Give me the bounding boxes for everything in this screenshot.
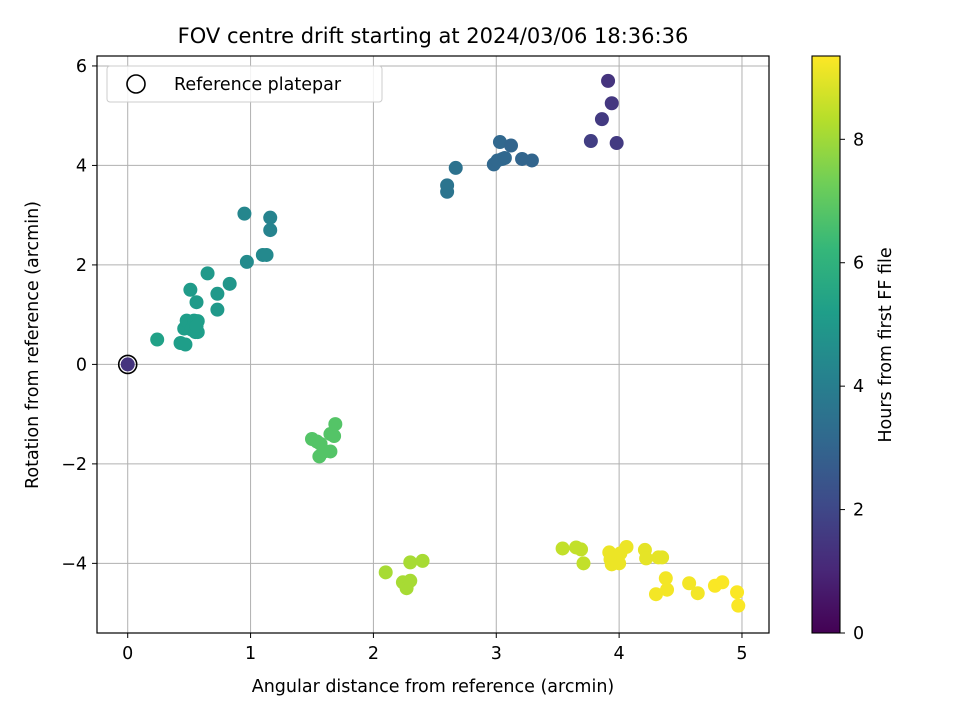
grid-lines [97, 56, 769, 633]
plot-frame [96, 55, 770, 634]
y-tick-label: 6 [76, 57, 87, 77]
data-point [323, 444, 338, 459]
data-point [222, 276, 237, 291]
data-point [327, 429, 342, 444]
data-point [660, 582, 675, 597]
data-point [378, 565, 393, 580]
data-point [178, 337, 193, 352]
data-point [497, 150, 512, 165]
y-axis-ticks: −4 −2 0 2 4 6 [61, 57, 97, 574]
data-point [237, 206, 252, 221]
data-point [263, 210, 278, 225]
data-point [604, 96, 619, 111]
legend-box [106, 65, 383, 103]
data-point [583, 134, 598, 149]
legend-entry-reference-platepar: Reference platepar [174, 75, 342, 95]
y-axis-label: Rotation from reference (arcmin) [23, 201, 43, 489]
y-tick-label: −4 [61, 554, 87, 574]
y-tick-label: 4 [76, 156, 87, 176]
x-tick-label: 3 [491, 644, 502, 664]
y-tick-label: 2 [76, 256, 87, 276]
colorbar-tick-label: 8 [853, 130, 864, 150]
data-point [658, 571, 673, 586]
data-point [648, 587, 663, 602]
data-point [120, 357, 135, 372]
data-point [574, 542, 589, 557]
chart-title: FOV centre drift starting at 2024/03/06 … [178, 24, 689, 48]
y-tick-label: 0 [76, 355, 87, 375]
data-point [210, 286, 225, 301]
data-point [150, 332, 165, 347]
data-point [403, 573, 418, 588]
colorbar-tick-label: 0 [853, 624, 864, 644]
data-point [715, 575, 730, 590]
data-point [189, 295, 204, 310]
data-point [259, 247, 274, 262]
colorbar-tick-label: 4 [853, 377, 864, 397]
x-axis-label: Angular distance from reference (arcmin) [252, 677, 615, 697]
colorbar-label: Hours from first FF file [876, 247, 896, 442]
data-point [730, 585, 745, 600]
data-point [619, 539, 634, 554]
data-points [117, 73, 746, 613]
x-tick-label: 4 [614, 644, 625, 664]
data-point [200, 266, 215, 281]
legend-marker-hollow-circle [126, 74, 146, 94]
data-point [639, 551, 654, 566]
colorbar-tick-label: 2 [853, 501, 864, 521]
legend: Reference platepar [106, 65, 383, 103]
colorbar-tick-label: 6 [853, 254, 864, 274]
x-tick-label: 1 [245, 644, 256, 664]
data-point [440, 178, 455, 193]
data-point [609, 136, 624, 151]
data-point [576, 556, 591, 571]
data-point [504, 138, 519, 153]
data-point [415, 553, 430, 568]
data-point [189, 319, 204, 334]
colorbar-gradient [811, 55, 841, 634]
data-point [690, 586, 705, 601]
data-point [239, 254, 254, 269]
x-tick-label: 0 [122, 644, 133, 664]
data-point [403, 555, 418, 570]
reference-marker [117, 354, 138, 375]
data-point [682, 576, 697, 591]
data-point [601, 73, 616, 88]
colorbar-ticks: 0 2 4 6 8 [840, 130, 864, 644]
y-tick-label: −2 [61, 455, 87, 475]
data-point [210, 302, 225, 317]
x-axis-ticks: 0 1 2 3 4 5 [122, 633, 748, 664]
colorbar: 0 2 4 6 8 Hours from first FF file [811, 55, 896, 644]
data-point [183, 282, 198, 297]
data-point [448, 160, 463, 175]
data-point [594, 112, 609, 127]
data-point [655, 550, 670, 565]
plot-area [96, 55, 770, 634]
data-point [492, 135, 507, 150]
data-point [555, 541, 570, 556]
x-tick-label: 2 [368, 644, 379, 664]
data-point [731, 598, 746, 613]
data-point [524, 153, 539, 168]
data-point [328, 417, 343, 432]
x-tick-label: 5 [736, 644, 747, 664]
data-point [263, 223, 278, 238]
